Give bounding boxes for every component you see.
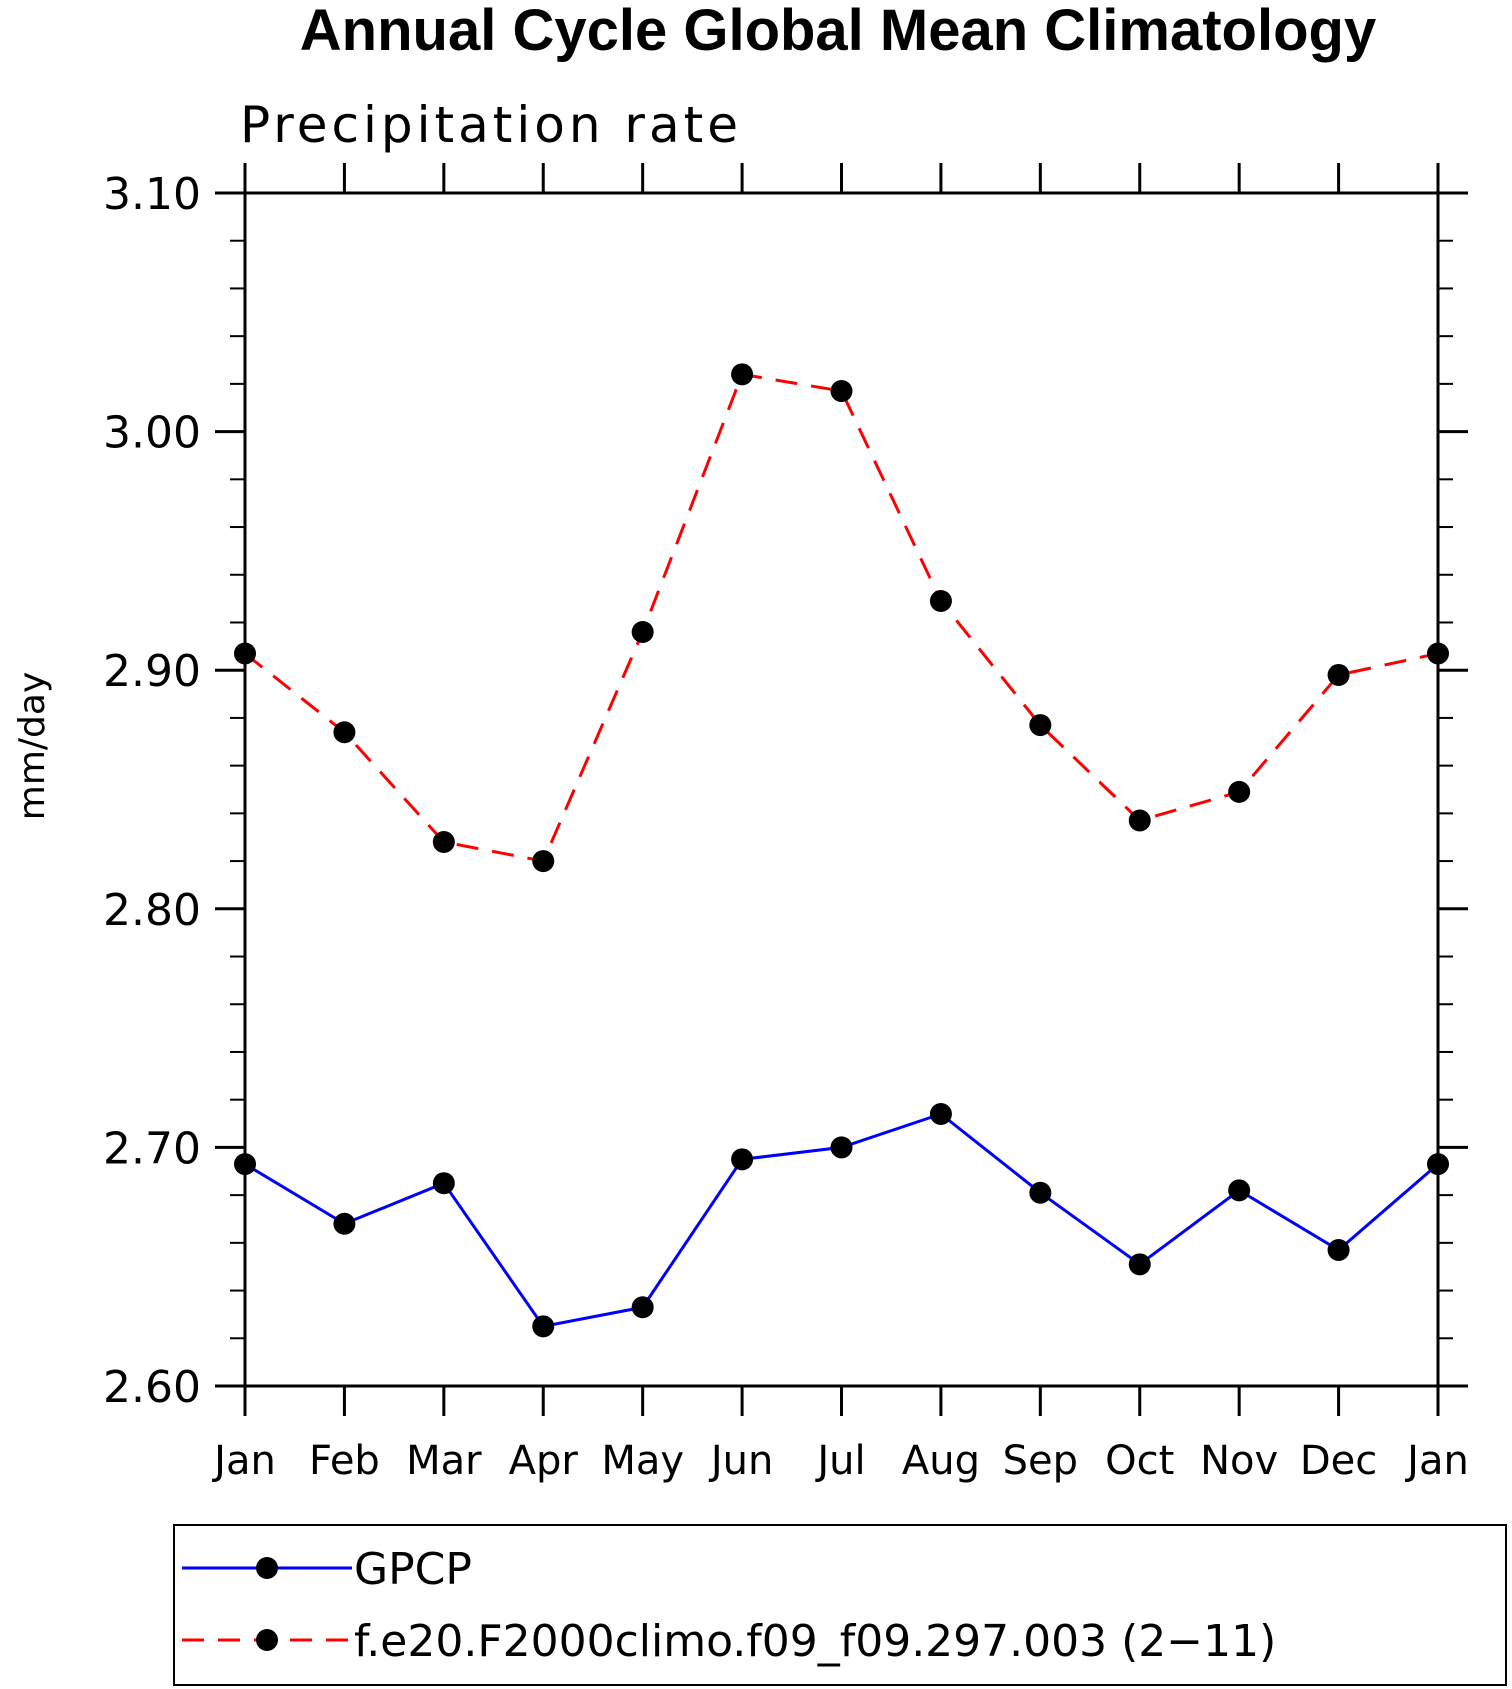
y-tick-label: 2.90 [103, 646, 201, 697]
legend-label-model: f.e20.F2000climo.f09_f09.297.003 (2−11) [354, 1616, 1276, 1667]
data-point [432, 830, 455, 853]
y-tick-label: 2.70 [103, 1123, 201, 1174]
data-point [532, 850, 555, 873]
series-line-1 [244, 372, 1439, 863]
data-point [929, 1102, 952, 1125]
x-tick-label: Sep [1003, 1438, 1078, 1484]
axis-ticks [215, 163, 1468, 1416]
x-tick-label: Apr [509, 1438, 579, 1484]
x-tick-label: Jul [814, 1438, 865, 1484]
x-tick-labels: Jan Feb Mar Apr May Jun Jul Aug Sep Oct Nov Dec Jan [211, 1438, 1469, 1484]
x-tick-label: Jan [1404, 1438, 1469, 1484]
y-tick-label: 2.80 [103, 885, 201, 936]
data-point [830, 380, 853, 403]
y-tick-label: 3.10 [103, 169, 201, 220]
x-tick-label: Oct [1105, 1438, 1174, 1484]
legend-entry-model: f.e20.F2000climo.f09_f09.297.003 (2−11) [182, 1616, 1276, 1667]
x-tick-label: May [601, 1438, 684, 1484]
data-point [1128, 1253, 1151, 1276]
data-point [1029, 714, 1052, 737]
legend-box [173, 1524, 1507, 1686]
x-tick-label: Mar [406, 1438, 482, 1484]
x-tick-label: Jan [211, 1438, 276, 1484]
data-point [432, 1172, 455, 1195]
x-tick-label: Feb [309, 1438, 380, 1484]
data-point [731, 1148, 754, 1171]
data-point [830, 1136, 853, 1159]
data-point [1128, 809, 1151, 832]
legend-marker-model [256, 1629, 278, 1651]
data-point [532, 1315, 555, 1338]
y-tick-labels: 2.60 2.70 2.80 2.90 3.00 3.10 [103, 169, 201, 1413]
y-tick-label: 2.60 [103, 1362, 201, 1413]
series-lines [234, 363, 1449, 1338]
data-point [1228, 1179, 1251, 1202]
data-point [631, 1296, 654, 1319]
legend-entry-gpcp: GPCP [182, 1544, 472, 1595]
chart-subtitle: Precipitation rate [240, 96, 742, 154]
x-tick-label: Aug [902, 1438, 980, 1484]
chart-title: Annual Cycle Global Mean Climatology [300, 0, 1376, 63]
x-tick-label: Nov [1200, 1438, 1278, 1484]
data-point [731, 363, 754, 386]
x-tick-label: Jun [708, 1438, 774, 1484]
data-point [631, 621, 654, 644]
data-point [929, 590, 952, 613]
data-point [333, 1212, 356, 1235]
data-point [1029, 1181, 1052, 1204]
y-axis-label: mm/day [12, 672, 53, 820]
legend-label-gpcp: GPCP [354, 1544, 472, 1595]
legend-marker-gpcp [256, 1557, 278, 1579]
legend: GPCP f.e20.F2000climo.f09_f09.297.003 (2… [173, 1524, 1507, 1686]
data-point [1228, 780, 1251, 803]
data-point [1327, 663, 1350, 686]
data-point [1327, 1238, 1350, 1261]
plot-frame [243, 191, 1440, 1388]
x-tick-label: Dec [1300, 1438, 1377, 1484]
y-tick-label: 3.00 [103, 408, 201, 459]
data-point [333, 721, 356, 744]
